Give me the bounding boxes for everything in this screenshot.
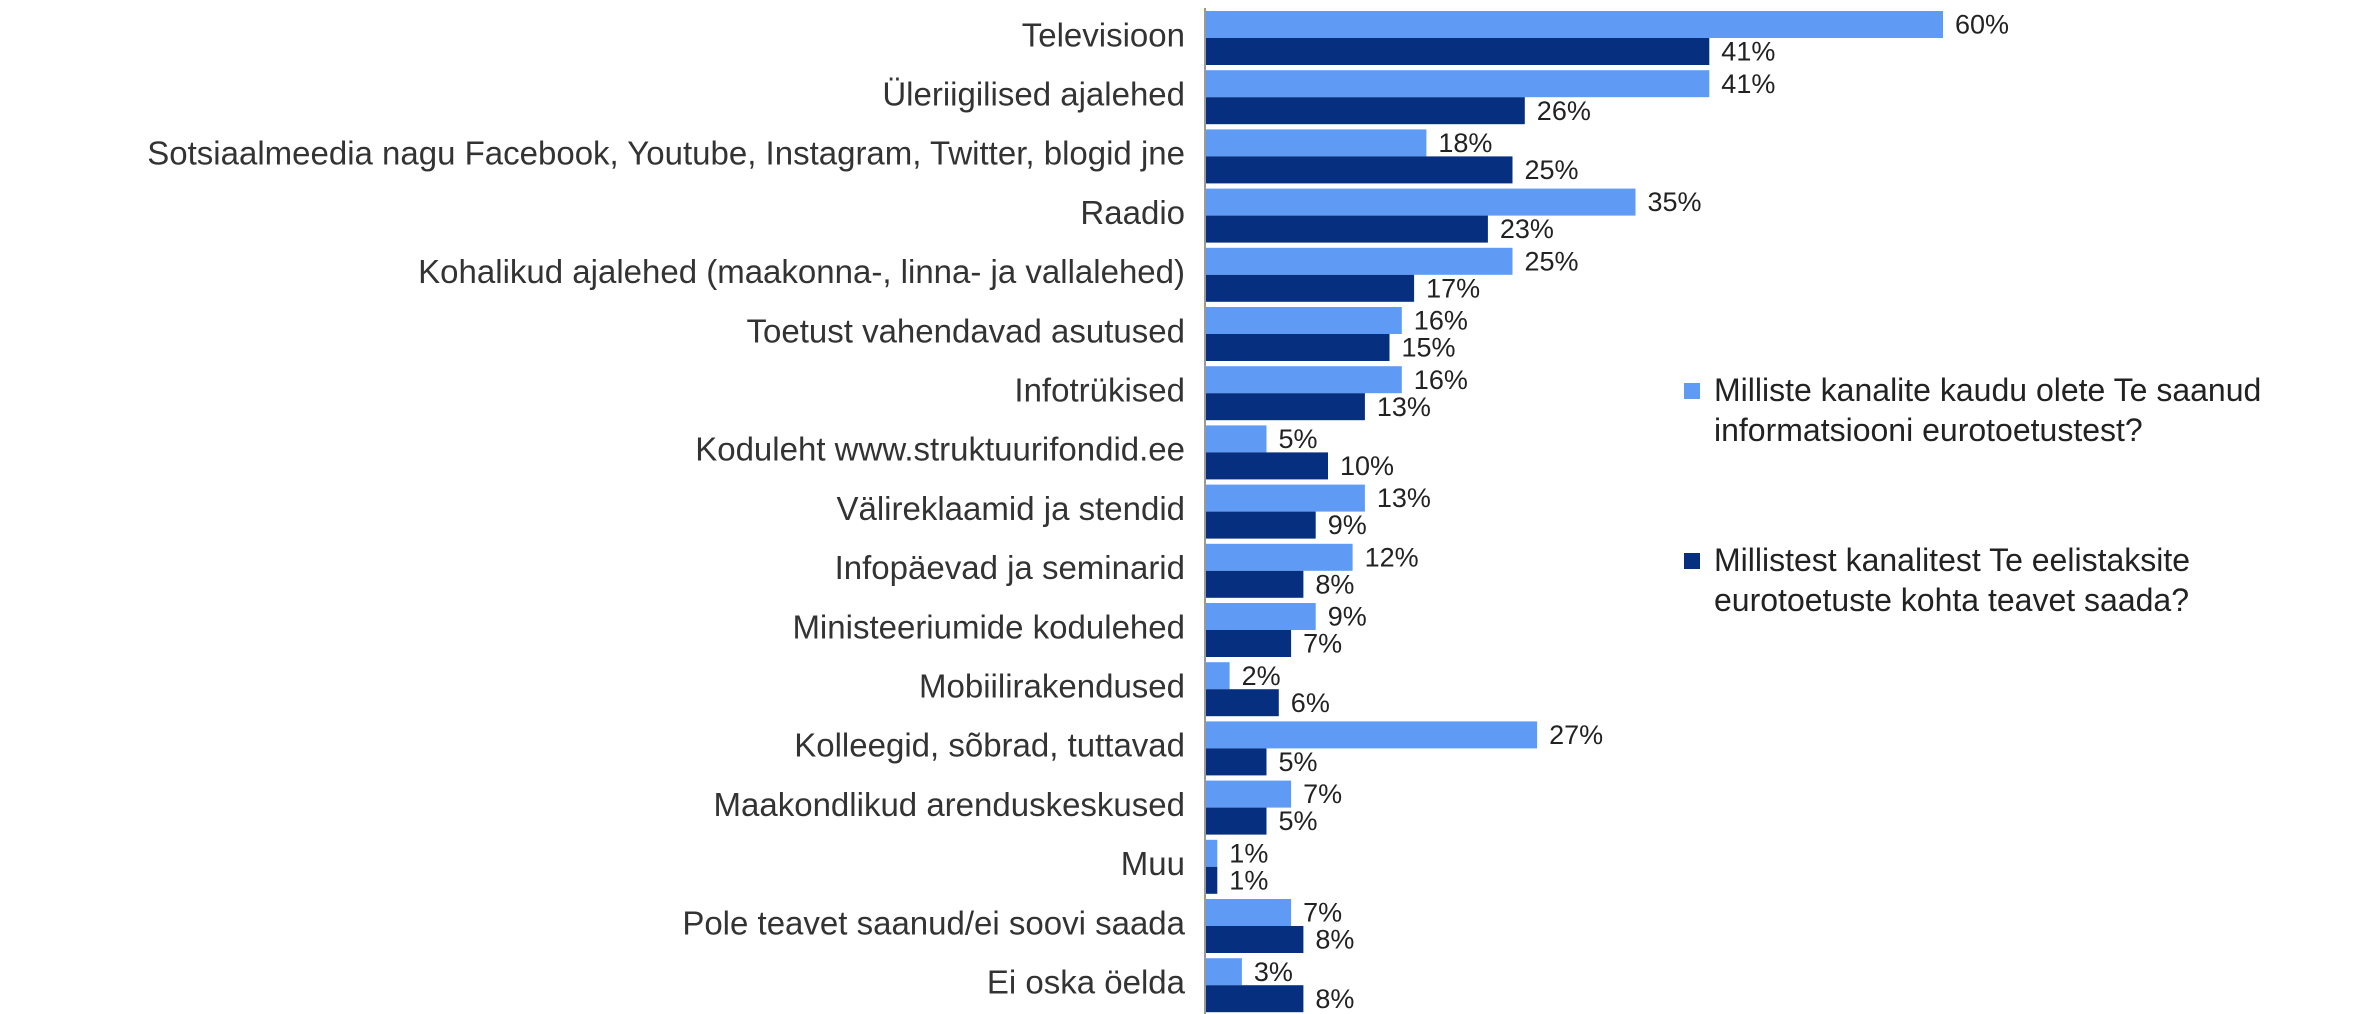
- value-label: 6%: [1291, 688, 1330, 718]
- category-label: Maakondlikud arenduskeskused: [714, 786, 1185, 823]
- category-label: Muu: [1121, 845, 1185, 882]
- bar: [1205, 958, 1242, 986]
- bar: [1205, 11, 1943, 38]
- category-label: Infotrükised: [1014, 372, 1185, 409]
- category-label: Mobiilirakendused: [919, 668, 1185, 705]
- bar: [1205, 780, 1292, 808]
- bar: [1205, 274, 1415, 302]
- legend-swatch: [1684, 553, 1700, 569]
- bar: [1205, 334, 1390, 361]
- bar: [1205, 748, 1267, 776]
- category-label: Sotsiaalmeedia nagu Facebook, Youtube, I…: [147, 135, 1185, 172]
- bar: [1205, 985, 1304, 1013]
- value-label: 17%: [1426, 273, 1480, 303]
- bar: [1205, 899, 1292, 926]
- bar: [1205, 307, 1402, 334]
- category-label: Üleriigilised ajalehed: [882, 76, 1185, 113]
- value-label: 9%: [1328, 510, 1367, 540]
- bar: [1205, 156, 1513, 184]
- bar: [1205, 603, 1316, 630]
- value-label: 15%: [1402, 333, 1456, 363]
- bar: [1205, 511, 1316, 539]
- value-label: 25%: [1525, 246, 1579, 276]
- value-label: 2%: [1242, 661, 1281, 691]
- category-label: Välireklaamid ja stendid: [836, 490, 1185, 527]
- value-label: 13%: [1377, 483, 1431, 513]
- value-label: 41%: [1721, 69, 1775, 99]
- bar: [1205, 70, 1710, 98]
- legend: Milliste kanalite kaudu olete Te saanud …: [1684, 370, 2354, 710]
- legend-text: Milliste kanalite kaudu olete Te saanud …: [1714, 372, 2262, 448]
- bar: [1205, 689, 1279, 717]
- category-label: Kolleegid, sõbrad, tuttavad: [794, 727, 1185, 764]
- value-label: 35%: [1648, 187, 1702, 217]
- value-label: 12%: [1365, 542, 1419, 572]
- category-label: Televisioon: [1022, 16, 1185, 53]
- bar: [1205, 926, 1304, 953]
- value-label: 5%: [1279, 806, 1318, 836]
- bar: [1205, 630, 1292, 657]
- category-label: Kohalikud ajalehed (maakonna-, linna- ja…: [418, 253, 1185, 290]
- category-label: Koduleht www.struktuurifondid.ee: [695, 431, 1185, 468]
- value-label: 1%: [1229, 865, 1268, 895]
- value-label: 5%: [1279, 424, 1318, 454]
- category-label: Ministeeriumide kodulehed: [792, 608, 1185, 645]
- legend-swatch: [1684, 383, 1700, 399]
- value-label: 16%: [1414, 365, 1468, 395]
- category-label: Raadio: [1080, 194, 1185, 231]
- bar: [1205, 452, 1328, 480]
- value-label: 23%: [1500, 214, 1554, 244]
- bar: [1205, 425, 1267, 453]
- value-label: 8%: [1315, 984, 1354, 1014]
- value-label: 7%: [1303, 898, 1342, 928]
- bar: [1205, 215, 1488, 243]
- value-label: 9%: [1328, 602, 1367, 632]
- bar: [1205, 570, 1304, 598]
- bar: [1205, 366, 1402, 394]
- bar: [1205, 247, 1513, 275]
- legend-item: Milliste kanalite kaudu olete Te saanud …: [1684, 370, 2354, 450]
- bar: [1205, 866, 1218, 894]
- category-label: Toetust vahendavad asutused: [747, 312, 1186, 349]
- value-label: 7%: [1303, 779, 1342, 809]
- value-label: 13%: [1377, 392, 1431, 422]
- legend-item: Millistest kanalitest Te eelistaksite eu…: [1684, 540, 2354, 620]
- bar: [1205, 662, 1230, 690]
- value-label: 60%: [1955, 10, 2009, 40]
- bar: [1205, 97, 1525, 125]
- value-label: 7%: [1303, 629, 1342, 659]
- category-label: Ei oska öelda: [987, 964, 1186, 1001]
- bar: [1205, 807, 1267, 835]
- category-label: Infopäevad ja seminarid: [835, 549, 1185, 586]
- bar: [1205, 38, 1710, 65]
- bar: [1205, 543, 1353, 571]
- value-label: 8%: [1315, 925, 1354, 955]
- value-label: 16%: [1414, 306, 1468, 336]
- bar: [1205, 484, 1365, 512]
- category-label: Pole teavet saanud/ei soovi saada: [682, 904, 1185, 941]
- bar: [1205, 839, 1218, 867]
- value-label: 10%: [1340, 451, 1394, 481]
- value-label: 41%: [1721, 37, 1775, 67]
- value-label: 18%: [1438, 128, 1492, 158]
- value-label: 5%: [1279, 747, 1318, 777]
- legend-text: Millistest kanalitest Te eelistaksite eu…: [1714, 542, 2191, 618]
- value-label: 3%: [1254, 957, 1293, 987]
- value-label: 27%: [1549, 720, 1603, 750]
- bar: [1205, 393, 1365, 421]
- value-label: 26%: [1537, 96, 1591, 126]
- value-label: 8%: [1315, 569, 1354, 599]
- value-label: 25%: [1525, 155, 1579, 185]
- bar: [1205, 129, 1427, 157]
- bar: [1205, 721, 1538, 749]
- value-label: 1%: [1229, 838, 1268, 868]
- bar: [1205, 188, 1636, 216]
